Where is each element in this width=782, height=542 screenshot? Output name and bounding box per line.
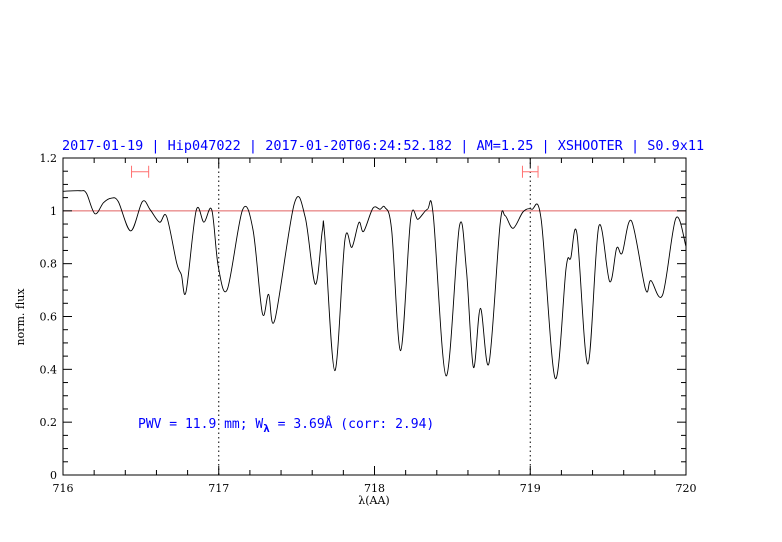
pwv-annotation: PWV = 11.9 mm; Wλ = 3.69Å (corr: 2.94) (138, 416, 434, 435)
y-tick-label: 1 (50, 205, 57, 218)
x-tick-label: 720 (676, 482, 697, 495)
x-axis-label: λ(AA) (358, 494, 389, 507)
y-tick-label: 0 (50, 469, 57, 482)
y-tick-label: 0.2 (40, 416, 58, 429)
y-tick-label: 1.2 (40, 152, 58, 165)
flux-series-line (63, 190, 686, 379)
plot-area: 716 717 718 719 720 0 0.2 0.4 0.6 0.8 1 1.2 (40, 152, 697, 495)
y-axis-label: norm. flux (14, 288, 27, 346)
annotation-prefix: PWV = 11.9 mm; W (138, 417, 263, 432)
x-tick-label: 718 (364, 482, 385, 495)
x-tick-label: 716 (53, 482, 74, 495)
x-tick-label: 719 (520, 482, 541, 495)
y-tick-label: 0.6 (40, 311, 58, 324)
chart-title: 2017-01-19 | Hip047022 | 2017-01-20T06:2… (62, 138, 704, 154)
y-tick-label: 0.4 (40, 363, 58, 376)
x-tick-label: 717 (208, 482, 229, 495)
y-tick-label: 0.8 (40, 258, 58, 271)
annotation-subscript: λ (263, 422, 270, 435)
annotation-suffix: = 3.69Å (corr: 2.94) (270, 416, 434, 432)
